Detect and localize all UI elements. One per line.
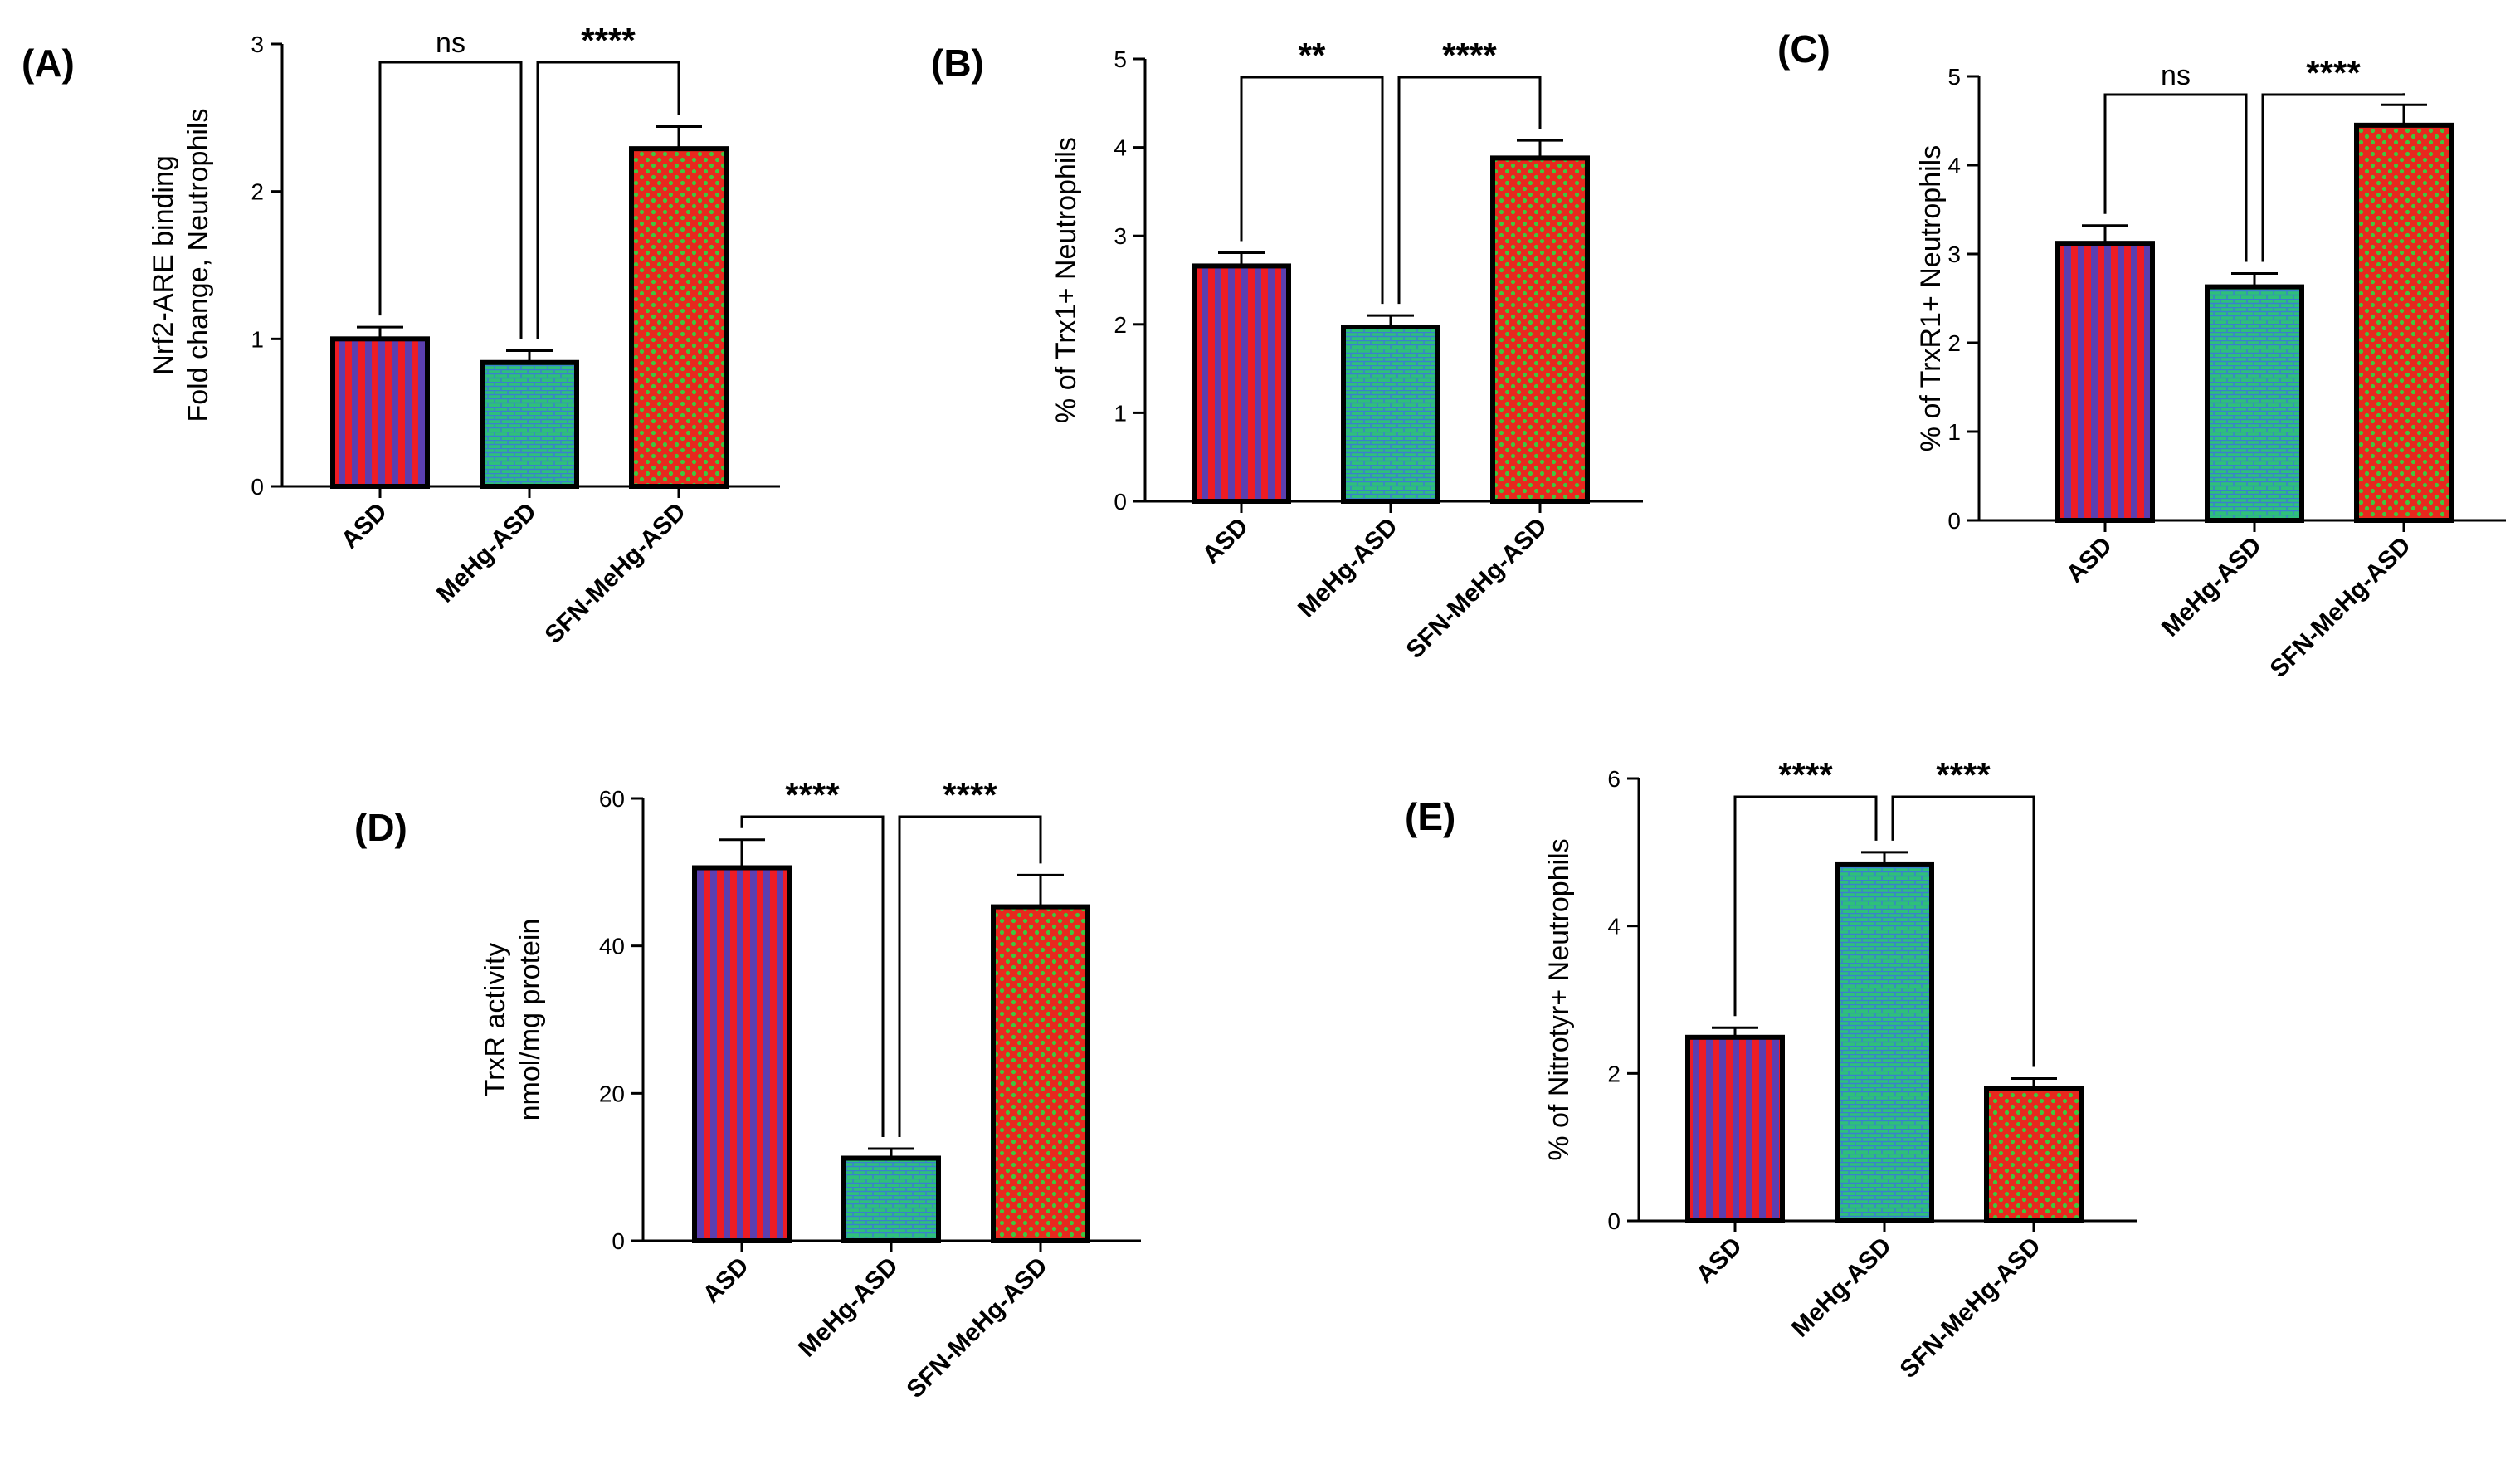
y-tick-label: 1 [1947,419,1961,445]
significance-bracket [1240,76,1384,305]
x-tick-label: MeHg-ASD [1293,513,1403,623]
y-tick-label: 1 [251,326,264,352]
y-tick-label: 20 [599,1081,625,1106]
y-tick-label: 5 [1114,46,1127,72]
y-tick-label: 60 [599,786,625,812]
x-tick-label: ASD [1691,1232,1747,1289]
y-tick-label: 2 [1947,330,1961,356]
panel-e: (E) 0 2 4 6 % of Nitrotyr+ Neutrophils ASD MeHg… [1405,755,2137,1384]
y-tick-label: 3 [1947,242,1961,267]
bar-sfn-mehg-asd [991,904,1090,1243]
y-axis-label: % of Nitrotyr+ Neutrophils [1543,838,1575,1160]
y-tick-label: 3 [251,32,264,57]
significance-label: **** [2306,53,2361,92]
x-tick-label: MeHg-ASD [793,1252,904,1363]
bar-sfn-mehg-asd [1490,155,1590,504]
bar-mehg-asd [1341,324,1440,504]
significance-bracket [740,815,885,1137]
panel-label: (D) [354,806,407,849]
y-axis-label: TrxR activity [480,943,511,1097]
bar-asd [1192,263,1291,504]
y-axis-label: % of Trx1+ Neutrophils [1050,137,1082,423]
x-tick-label: SFN-MeHg-ASD [1895,1232,2046,1384]
x-tick-label: SFN-MeHg-ASD [2265,532,2416,683]
significance-label: ns [436,27,465,59]
significance-bracket [1733,795,1878,1017]
bar-asd [2055,241,2155,523]
bar-asd [1685,1034,1785,1224]
y-tick-label: 3 [1114,223,1127,249]
significance-label: ** [1299,36,1326,75]
y-axis-label: nmol/mg protein [514,919,546,1121]
panel-label: (B) [931,41,984,85]
y-tick-label: 0 [1947,508,1961,534]
significance-label: **** [581,21,636,60]
y-axis-label: Fold change, Neutrophils [183,108,214,422]
bar-mehg-asd [2205,284,2304,523]
bar-mehg-asd [480,359,579,490]
significance-label: **** [1442,36,1497,75]
y-tick-label: 0 [1114,489,1127,515]
significance-bracket [536,61,680,339]
y-tick-label: 2 [1607,1061,1621,1086]
x-tick-label: ASD [698,1252,754,1309]
panel-label: (A) [22,41,75,85]
bar-sfn-mehg-asd [2354,122,2454,523]
y-tick-label: 4 [1947,153,1961,178]
x-tick-label: SFN-MeHg-ASD [540,498,691,649]
significance-bracket [2103,93,2248,262]
significance-bracket [898,815,1042,1137]
y-tick-label: 2 [1114,312,1127,338]
significance-bracket [378,61,523,339]
significance-label: **** [785,775,840,814]
significance-bracket [2261,93,2405,262]
significance-label: **** [1936,755,1991,794]
y-tick-label: 2 [251,179,264,205]
y-tick-label: 4 [1607,914,1621,940]
bar-mehg-asd [1835,861,1934,1224]
x-tick-label: ASD [2061,532,2118,588]
y-tick-label: 6 [1607,766,1621,792]
panel-label: (E) [1405,795,1455,838]
y-tick-label: 1 [1114,400,1127,426]
y-axis-label: Nrf2-ARE binding [148,155,179,375]
bar-asd [692,865,792,1243]
panel-label: (C) [1777,27,1830,71]
bar-asd [330,336,430,490]
significance-bracket [1891,795,2035,1067]
significance-label: ns [2161,60,2191,91]
x-tick-label: SFN-MeHg-ASD [902,1252,1053,1403]
y-tick-label: 0 [251,474,264,500]
y-tick-label: 40 [599,934,625,959]
significance-label: **** [1778,755,1833,794]
x-tick-label: MeHg-ASD [1786,1232,1897,1343]
bar-mehg-asd [841,1155,941,1244]
y-axis-label: % of TrxR1+ Neutrophils [1915,145,1947,451]
panel-d: (D) 0 20 40 60 TrxR activity nmol/mg protein AS… [354,775,1141,1403]
x-tick-label: ASD [1197,513,1254,569]
significance-bracket [1397,76,1542,305]
y-tick-label: 0 [612,1228,625,1254]
panel-b: (B) 0 1 2 3 4 5 % of Trx1+ Neutrophils ASD MeHg-A… [931,36,1643,664]
x-tick-label: MeHg-ASD [431,498,542,608]
bar-sfn-mehg-asd [629,146,729,489]
y-tick-label: 5 [1947,64,1961,90]
significance-label: **** [943,775,997,814]
y-tick-label: 4 [1114,135,1127,161]
x-tick-label: SFN-MeHg-ASD [1401,513,1552,664]
x-tick-label: ASD [336,498,392,554]
panel-a: (A) 0 1 2 3 Nrf2-ARE binding Fold change, Neut… [22,21,780,649]
y-tick-label: 0 [1607,1208,1621,1234]
bar-sfn-mehg-asd [1984,1086,2084,1223]
panel-c: (C) 0 1 2 3 4 5 % of TrxR1+ Neutrophils ASD MeHg-… [1777,27,2506,683]
x-tick-label: MeHg-ASD [2157,532,2267,642]
